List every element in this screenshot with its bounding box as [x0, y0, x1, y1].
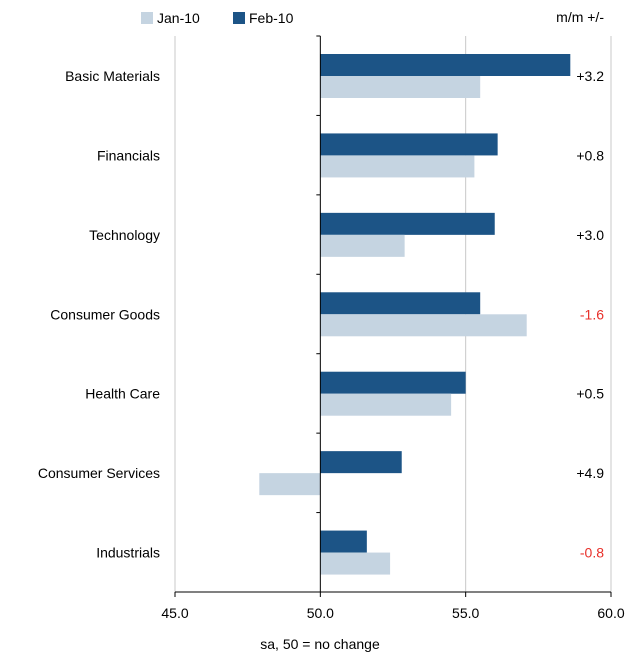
category-label-basic-materials: Basic Materials [65, 68, 160, 84]
bar-jan-10-basic-materials [320, 76, 481, 98]
bar-feb-10-consumer-goods [320, 292, 481, 315]
bar-feb-10-technology [320, 212, 495, 235]
bar-feb-10-consumer-services [320, 451, 402, 474]
change-label-consumer-services: +4.9 [576, 465, 604, 481]
change-label-basic-materials: +3.2 [576, 68, 604, 84]
bar-feb-10-industrials [320, 530, 367, 553]
legend-swatch-feb-10 [233, 12, 245, 24]
change-header: m/m +/- [556, 9, 604, 25]
bar-jan-10-consumer-goods [320, 314, 527, 337]
change-label-health-care: +0.5 [576, 386, 604, 402]
bar-jan-10-industrials [320, 552, 391, 575]
category-label-consumer-services: Consumer Services [38, 465, 160, 481]
category-label-industrials: Industrials [96, 545, 160, 561]
change-labels: +3.2 +0.8 +3.0 -1.6 +0.5 +4.9 -0.8 [576, 68, 604, 561]
x-tick-label: 50.0 [307, 605, 334, 621]
change-label-technology: +3.0 [576, 227, 604, 243]
bar-jan-10-financials [320, 155, 475, 178]
category-label-financials: Financials [97, 147, 160, 163]
change-label-consumer-goods: -1.6 [580, 306, 604, 322]
bar-jan-10-health-care [320, 393, 452, 416]
change-label-industrials: -0.8 [580, 545, 604, 561]
bar-feb-10-basic-materials [320, 54, 571, 76]
legend-label-jan-10: Jan-10 [157, 10, 200, 26]
x-tick-label: 60.0 [597, 605, 624, 621]
legend-swatch-jan-10 [141, 12, 153, 24]
bar-jan-10-consumer-services [259, 473, 321, 496]
bar-feb-10-health-care [320, 371, 466, 394]
x-axis-label: sa, 50 = no change [260, 636, 380, 652]
legend-label-feb-10: Feb-10 [249, 10, 294, 26]
x-tick-label: 45.0 [161, 605, 188, 621]
change-label-financials: +0.8 [576, 147, 604, 163]
bar-jan-10-technology [320, 234, 405, 257]
legend: Jan-10 Feb-10 [141, 10, 294, 26]
category-label-technology: Technology [89, 227, 160, 243]
x-tick-label: 55.0 [452, 605, 479, 621]
category-labels: Basic Materials Financials Technology Consu… [38, 68, 160, 561]
category-label-health-care: Health Care [85, 386, 160, 402]
bars [259, 54, 571, 575]
bar-feb-10-financials [320, 133, 498, 156]
category-label-consumer-goods: Consumer Goods [50, 306, 160, 322]
axes: 45.0 50.0 55.0 60.0 [161, 35, 625, 621]
